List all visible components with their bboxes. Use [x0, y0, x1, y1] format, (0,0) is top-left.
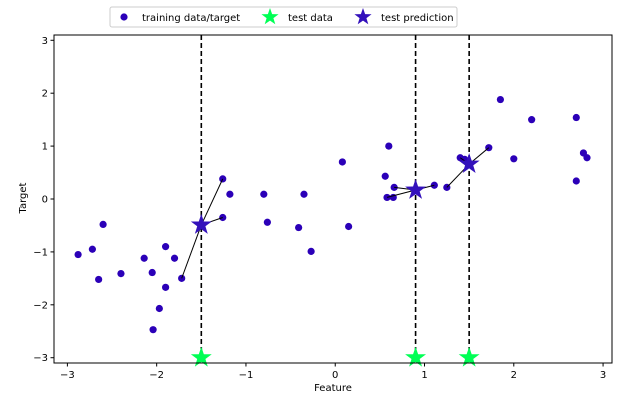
training-point	[226, 190, 234, 198]
training-point	[338, 158, 346, 166]
test-data-star	[458, 346, 480, 367]
training-point	[528, 116, 536, 124]
test-data-star	[190, 346, 212, 367]
training-point	[510, 155, 518, 163]
x-tick-label: 2	[511, 370, 517, 381]
training-point	[149, 326, 157, 334]
plot-layer	[74, 35, 591, 367]
training-point	[95, 275, 103, 284]
training-point	[162, 243, 170, 251]
ticks-layer: −3 −2 −1 0 1 2 3 −3 −2 −1 0 1 2 3	[33, 36, 606, 381]
training-point	[345, 222, 353, 231]
training-point	[300, 190, 308, 198]
training-point	[260, 190, 268, 198]
legend-label-training: training data/target	[142, 13, 240, 24]
training-point	[162, 283, 170, 291]
x-tick-label: 1	[421, 370, 427, 381]
y-axis-label: Target	[18, 182, 29, 214]
y-tick-label: −1	[33, 247, 48, 258]
legend-box	[109, 6, 458, 28]
plot-frame	[53, 34, 613, 364]
training-point	[170, 254, 179, 262]
training-point	[88, 245, 96, 253]
legend: training data/target test data test pred…	[109, 6, 458, 28]
training-point	[178, 274, 186, 282]
y-tick-label: 0	[42, 195, 48, 206]
training-point	[219, 213, 227, 222]
legend-marker-training	[120, 13, 128, 21]
test-prediction-star	[190, 213, 212, 234]
test-data-star	[405, 346, 427, 367]
training-point	[496, 95, 504, 104]
training-point	[572, 113, 580, 122]
training-point	[385, 142, 393, 150]
legend-marker-test-prediction	[354, 8, 372, 25]
neighbor-link	[181, 224, 202, 279]
legend-marker-test-data	[261, 8, 279, 25]
training-point	[140, 254, 148, 262]
legend-label-test-prediction: test prediction	[381, 13, 454, 24]
training-point	[381, 172, 389, 180]
training-point	[148, 268, 156, 277]
legend-star-test-prediction	[354, 8, 372, 25]
x-axis-label: Feature	[314, 383, 352, 394]
training-point	[572, 177, 580, 185]
training-point	[74, 250, 82, 259]
training-point	[219, 175, 227, 183]
test-prediction-star	[458, 153, 480, 173]
neighbor-link	[200, 178, 224, 226]
training-point	[583, 154, 591, 162]
legend-label-test-data: test data	[288, 13, 333, 24]
x-tick-label: 0	[332, 370, 338, 381]
training-point	[117, 269, 125, 278]
y-tick-label: 1	[42, 142, 48, 153]
test-prediction-star	[405, 179, 427, 199]
x-tick-label: −3	[60, 370, 75, 381]
y-tick-label: 3	[42, 36, 48, 47]
training-point	[430, 181, 438, 189]
y-tick-label: −2	[33, 300, 48, 311]
training-point	[295, 223, 303, 232]
neighbor-link	[386, 189, 416, 198]
legend-star-test-data	[261, 8, 279, 25]
x-tick-label: 3	[600, 370, 606, 381]
training-point	[307, 247, 315, 255]
x-tick-label: −2	[149, 370, 164, 381]
y-tick-label: −3	[33, 353, 48, 364]
training-point	[155, 304, 163, 313]
training-point	[263, 218, 271, 226]
training-point	[99, 220, 107, 228]
y-tick-label: 2	[42, 89, 48, 100]
x-tick-label: −1	[239, 370, 254, 381]
